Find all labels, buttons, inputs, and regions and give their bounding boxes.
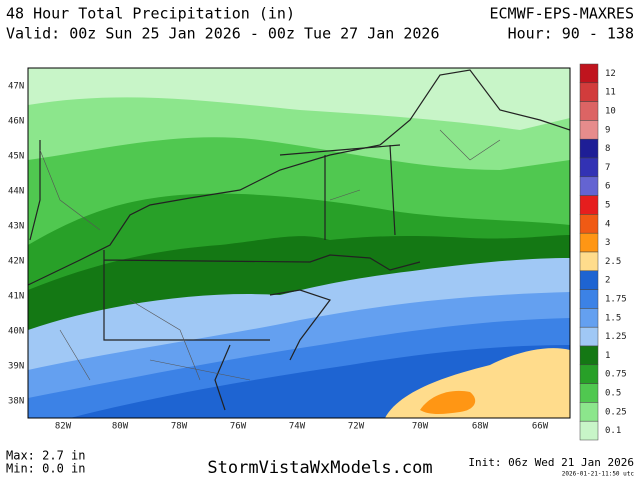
colorbar-swatch <box>579 364 599 384</box>
colorbar-swatch <box>579 63 599 84</box>
colorbar-swatch <box>579 120 599 140</box>
colorbar-swatch <box>579 251 599 272</box>
colorbar-label: 1 <box>605 351 610 361</box>
colorbar-swatch <box>579 383 599 403</box>
lon-label: 76W <box>230 422 247 432</box>
lat-label: 42N <box>8 257 24 267</box>
colorbar-swatch <box>579 214 599 234</box>
init-time: Init: 06z Wed 21 Jan 2026 <box>468 456 634 469</box>
forecast-hours: Hour: 90 - 138 <box>508 25 634 43</box>
colorbar-label: 0.5 <box>605 389 621 399</box>
lat-label: 43N <box>8 222 24 232</box>
colorbar-swatch <box>579 289 599 309</box>
site-name: StormVistaWxModels.com <box>207 458 432 478</box>
timestamp: 2026-01-21-11:50 utc <box>562 471 635 478</box>
model-name: ECMWF-EPS-MAXRES <box>490 5 635 23</box>
valid-time: Valid: 00z Sun 25 Jan 2026 - 00z Tue 27 … <box>6 25 439 43</box>
colorbar-label: 6 <box>605 182 610 192</box>
lat-label: 44N <box>8 187 24 197</box>
colorbar-swatch <box>579 232 599 253</box>
lon-label: 70W <box>412 422 429 432</box>
colorbar-label: 2 <box>605 276 610 286</box>
colorbar-swatch <box>579 326 599 347</box>
colorbar-label: 1.25 <box>605 332 627 342</box>
colorbar-swatch <box>579 345 599 366</box>
lon-label: 78W <box>171 422 188 432</box>
lat-label: 46N <box>8 117 24 127</box>
colorbar-swatch <box>579 138 599 159</box>
colorbar-swatch <box>579 176 599 196</box>
lon-label: 74W <box>289 422 306 432</box>
lat-label: 41N <box>8 292 24 302</box>
lat-label: 45N <box>8 152 24 162</box>
lon-label: 72W <box>348 422 365 432</box>
colorbar-swatch <box>579 82 599 102</box>
min-value: Min: 0.0 in <box>6 462 85 476</box>
lon-label: 82W <box>55 422 72 432</box>
colorbar-label: 5 <box>605 201 610 211</box>
colorbar-label: 0.25 <box>605 407 627 417</box>
colorbar-label: 1.5 <box>605 313 621 323</box>
lat-label: 40N <box>8 327 24 337</box>
colorbar-swatch <box>579 195 599 215</box>
colorbar-swatch <box>579 420 599 441</box>
colorbar-label: 3 <box>605 238 610 248</box>
lat-label: 39N <box>8 362 24 372</box>
colorbar-swatch <box>579 402 599 422</box>
title: 48 Hour Total Precipitation (in) <box>6 5 295 23</box>
colorbar-label: 4 <box>605 219 610 229</box>
map <box>28 68 570 418</box>
colorbar-label: 1.75 <box>605 295 627 305</box>
lon-label: 80W <box>112 422 129 432</box>
lat-label: 47N <box>8 82 24 92</box>
lat-label: 38N <box>8 397 24 407</box>
colorbar-swatch <box>579 308 599 328</box>
lon-label: 66W <box>532 422 549 432</box>
colorbar-swatch <box>579 101 599 121</box>
map-frame <box>27 67 571 419</box>
colorbar-label: 12 <box>605 69 616 79</box>
colorbar-swatch <box>579 270 599 290</box>
colorbar-label: 0.75 <box>605 370 627 380</box>
max-value: Max: 2.7 in <box>6 449 85 463</box>
colorbar-label: 7 <box>605 163 610 173</box>
colorbar-label: 0.1 <box>605 426 621 436</box>
lon-label: 68W <box>472 422 489 432</box>
colorbar-label: 11 <box>605 88 616 98</box>
colorbar-label: 8 <box>605 144 610 154</box>
colorbar-swatch <box>579 157 599 178</box>
colorbar-label: 2.5 <box>605 257 621 267</box>
colorbar-label: 9 <box>605 125 610 135</box>
colorbar-label: 10 <box>605 107 616 117</box>
